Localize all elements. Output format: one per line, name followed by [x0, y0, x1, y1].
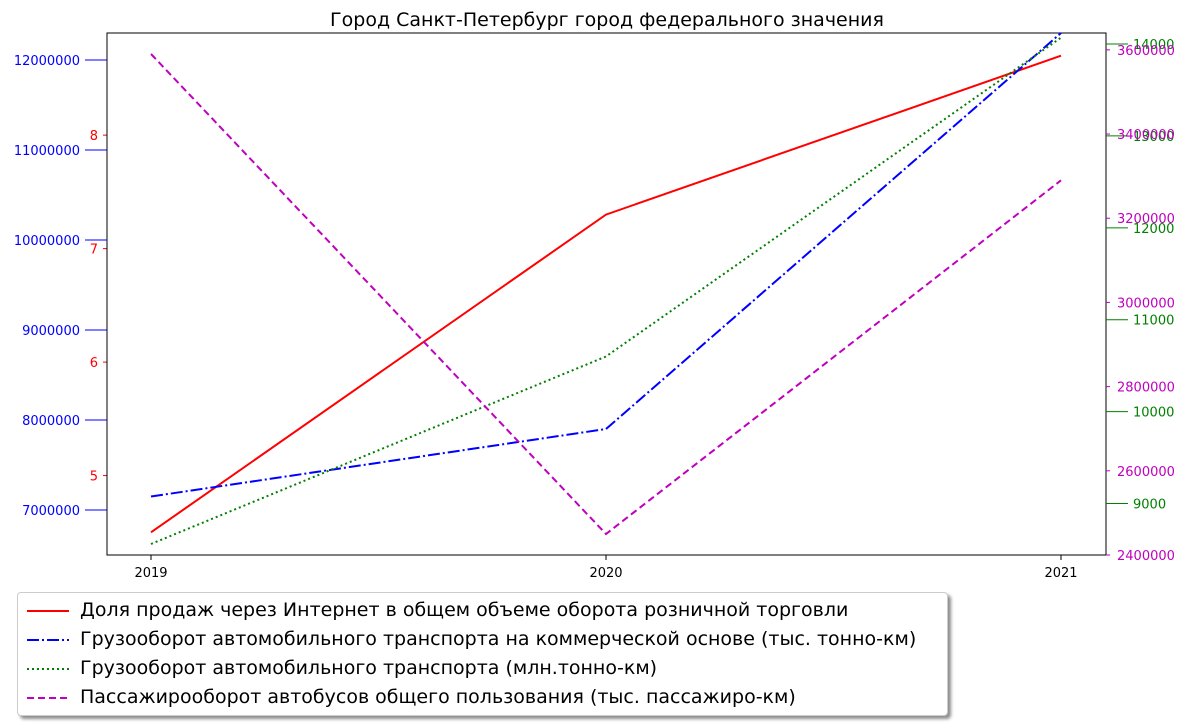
y-tick-label: 13000: [1133, 130, 1174, 145]
y-tick-label: 3000000: [1117, 296, 1175, 311]
y-tick-label: 12000000: [14, 54, 80, 69]
y-tick-label: 2800000: [1117, 381, 1175, 396]
y-tick-label: 10000000: [14, 234, 80, 249]
legend-item-bus-passengers: Пассажирооборот автобусов общего пользов…: [18, 683, 947, 712]
y-tick-label: 14000: [1133, 38, 1174, 53]
y-tick-label: 7: [90, 243, 98, 258]
x-tick-label: 2021: [1044, 566, 1077, 581]
y-tick-label: 9000: [1133, 498, 1166, 513]
legend-label: Пассажирооборот автобусов общего пользов…: [80, 686, 796, 708]
legend-swatch: [27, 639, 69, 641]
legend-swatch: [27, 668, 69, 670]
series-line: [150, 53, 1062, 536]
legend-swatch: [27, 610, 69, 612]
axes-layer: 2019 2020 2021 5 6 7 8 7000000 8000000 9000000 100…: [14, 33, 1175, 581]
y-tick-label: 6: [90, 356, 98, 371]
series-layer: [150, 32, 1062, 545]
y-tick-label: 11000: [1133, 314, 1174, 329]
x-tick-label: 2020: [589, 566, 622, 581]
series-line: [150, 54, 1062, 534]
chart: Город Санкт-Петербург город федерального…: [14, 9, 1175, 581]
series-line: [150, 36, 1062, 545]
y-tick-label: 9000000: [22, 324, 80, 339]
y-tick-label: 5: [90, 470, 98, 485]
plot-area: [106, 32, 1107, 556]
legend-label: Грузооборот автомобильного транспорта на…: [80, 628, 917, 650]
y-tick-label: 3600000: [1117, 44, 1175, 59]
legend: Доля продаж через Интернет в общем объем…: [17, 592, 948, 716]
y-tick-label: 3400000: [1117, 128, 1175, 143]
legend-swatch: [27, 697, 69, 699]
y-tick-label: 10000: [1133, 406, 1174, 421]
y-tick-label: 3200000: [1117, 212, 1175, 227]
y-tick-label: 2400000: [1117, 549, 1175, 564]
series-line: [150, 32, 1062, 498]
y-tick-label: 2600000: [1117, 465, 1175, 480]
y-tick-label: 12000: [1133, 222, 1174, 237]
legend-label: Доля продаж через Интернет в общем объем…: [80, 599, 849, 621]
y-tick-label: 7000000: [22, 504, 80, 519]
y-tick-label: 8: [90, 129, 98, 144]
legend-label: Грузооборот автомобильного транспорта (м…: [80, 657, 658, 679]
legend-item-internet-share: Доля продаж через Интернет в общем объем…: [18, 596, 947, 625]
legend-item-road-freight: Грузооборот автомобильного транспорта (м…: [18, 654, 947, 683]
y-tick-label: 8000000: [22, 414, 80, 429]
x-tick-label: 2019: [134, 566, 167, 581]
y-tick-label: 11000000: [14, 144, 80, 159]
chart-title: Город Санкт-Петербург город федерального…: [330, 9, 884, 31]
legend-item-commercial-freight: Грузооборот автомобильного транспорта на…: [18, 625, 947, 654]
